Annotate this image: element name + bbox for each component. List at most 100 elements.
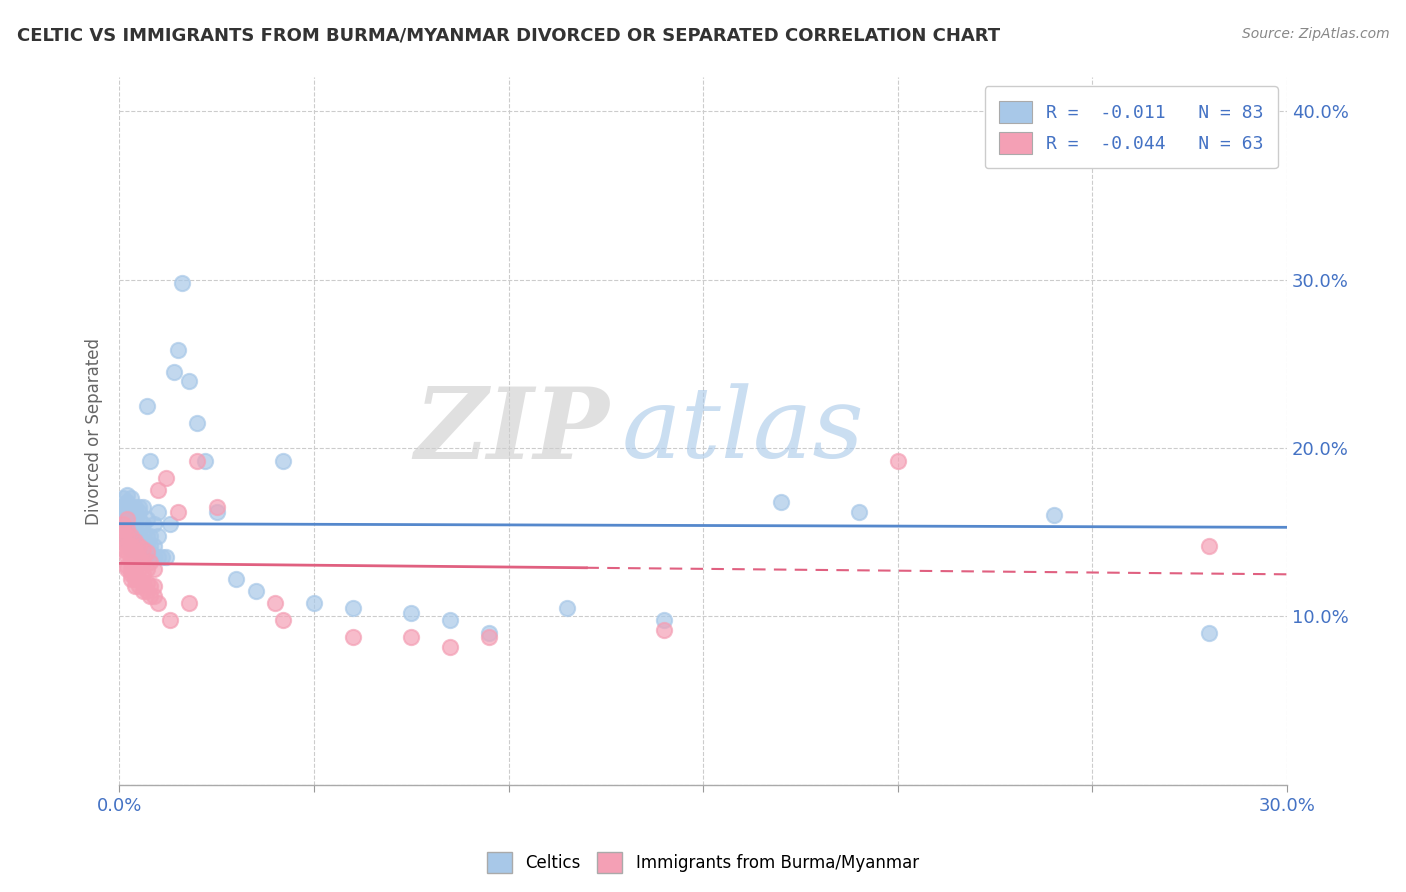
Point [124,556,146,570]
Point [143,516,166,531]
Point [887,454,910,468]
Text: CELTIC VS IMMIGRANTS FROM BURMA/MYANMAR DIVORCED OR SEPARATED CORRELATION CHART: CELTIC VS IMMIGRANTS FROM BURMA/MYANMAR … [17,27,1000,45]
Point [115,505,138,519]
Point [139,545,162,559]
Point [159,613,181,627]
Point [120,572,142,586]
Point [120,528,142,542]
Point [128,579,150,593]
Point [120,556,142,570]
Point [150,550,173,565]
Point [120,500,142,514]
Point [135,562,157,576]
Point [124,511,146,525]
Point [128,562,150,576]
Point [139,528,162,542]
Point [166,505,188,519]
Point [120,541,142,556]
Point [131,516,153,531]
Point [115,558,138,573]
Point [179,374,201,388]
Point [124,572,146,586]
Point [120,522,142,536]
Point [115,533,138,548]
Point [124,579,146,593]
Point [271,454,294,468]
Point [124,539,146,553]
Point [135,539,157,553]
Point [112,505,135,519]
Point [128,545,150,559]
Point [148,550,170,565]
Point [131,528,153,542]
Point [120,528,142,542]
Point [769,495,792,509]
Point [478,626,501,640]
Point [112,533,135,548]
Point [112,522,135,536]
Point [1198,539,1220,553]
Point [163,365,186,379]
Point [205,500,228,514]
Point [124,533,146,548]
Point [124,567,146,582]
Point [124,505,146,519]
Point [139,539,162,553]
Point [139,556,162,570]
Point [124,522,146,536]
Point [302,596,325,610]
Point [128,572,150,586]
Point [143,579,166,593]
Point [179,596,201,610]
Point [166,343,188,358]
Point [143,550,166,565]
Point [115,500,138,514]
Point [148,596,170,610]
Point [128,539,150,553]
Y-axis label: Divorced or Separated: Divorced or Separated [86,337,103,524]
Point [652,623,675,637]
Point [112,541,135,556]
Point [1198,626,1220,640]
Point [128,550,150,565]
Point [194,454,217,468]
Point [124,545,146,559]
Point [1042,508,1064,523]
Point [139,589,162,603]
Point [120,533,142,548]
Point [245,584,267,599]
Point [148,483,170,497]
Point [139,454,162,468]
Point [131,567,153,582]
Point [143,589,166,603]
Legend: R =  -0.011   N = 83, R =  -0.044   N = 63: R = -0.011 N = 83, R = -0.044 N = 63 [984,87,1278,169]
Point [115,511,138,525]
Point [131,584,153,599]
Point [124,533,146,548]
Text: Source: ZipAtlas.com: Source: ZipAtlas.com [1241,27,1389,41]
Point [342,601,364,615]
Point [148,505,170,519]
Point [131,539,153,553]
Point [225,572,247,586]
Point [186,416,208,430]
Point [555,601,578,615]
Point [155,471,177,485]
Point [205,505,228,519]
Point [128,528,150,542]
Point [478,630,501,644]
Point [112,491,135,506]
Point [159,516,181,531]
Point [128,500,150,514]
Point [120,539,142,553]
Point [128,539,150,553]
Point [131,556,153,570]
Point [120,545,142,559]
Point [124,528,146,542]
Point [135,584,157,599]
Point [120,562,142,576]
Point [115,528,138,542]
Point [439,613,461,627]
Point [131,575,153,590]
Point [135,511,157,525]
